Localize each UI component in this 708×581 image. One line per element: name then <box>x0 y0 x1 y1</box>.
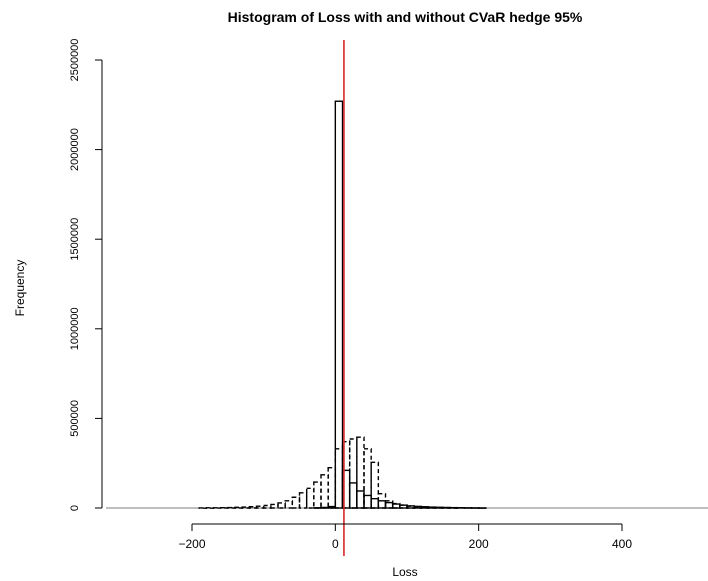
solid-histogram-bar <box>363 494 372 509</box>
dashed-histogram-bar <box>277 502 286 509</box>
solid-histogram-bar <box>334 100 344 509</box>
y-tick-label: 500000 <box>69 400 81 437</box>
y-tick-label: 0 <box>69 505 81 511</box>
y-axis: 0 500000 1000000 1500000 2000000 2500000 <box>69 39 103 511</box>
dashed-histogram-bar <box>320 474 329 509</box>
solid-histogram-bar <box>384 501 394 509</box>
solid-histogram-bar <box>391 503 401 509</box>
dashed-histogram-bar <box>334 448 344 509</box>
dashed-series-group <box>198 436 458 509</box>
dashed-histogram-bar <box>305 487 315 509</box>
chart-title: Histogram of Loss with and without CVaR … <box>228 9 583 25</box>
solid-histogram-bar <box>348 482 358 509</box>
dashed-histogram-bar <box>356 436 365 509</box>
x-axis: −200 0 200 400 <box>178 523 632 551</box>
solid-histogram-bar <box>377 500 387 509</box>
y-tick-label: 1500000 <box>69 218 81 261</box>
y-tick-label: 1000000 <box>69 307 81 350</box>
x-tick-label: 400 <box>612 537 632 551</box>
dashed-histogram-bar <box>298 492 308 509</box>
solid-histogram-bar <box>370 497 380 509</box>
solid-histogram-bar <box>406 505 415 509</box>
x-tick-label: 0 <box>332 537 339 551</box>
solid-histogram-bar <box>356 490 365 509</box>
dashed-histogram-bar <box>284 500 294 509</box>
dashed-histogram-bar <box>384 500 394 509</box>
y-axis-title: Frequency <box>13 260 27 317</box>
dashed-histogram-bar <box>327 466 337 509</box>
dashed-histogram-bar <box>270 503 279 509</box>
solid-series-group <box>106 100 708 509</box>
dashed-histogram-bar <box>291 496 301 509</box>
x-tick-label: −200 <box>178 537 205 551</box>
dashed-histogram-bar <box>370 461 380 509</box>
dashed-histogram-bar <box>313 481 322 509</box>
y-tick-label: 2000000 <box>69 128 81 171</box>
dashed-histogram-bar <box>262 504 272 509</box>
x-axis-title: Loss <box>392 565 417 579</box>
dashed-histogram-bar <box>348 438 358 509</box>
dashed-histogram-bar <box>363 448 372 509</box>
x-tick-label: 200 <box>469 537 489 551</box>
solid-histogram-bar <box>399 504 408 509</box>
y-tick-label: 2500000 <box>69 39 81 82</box>
